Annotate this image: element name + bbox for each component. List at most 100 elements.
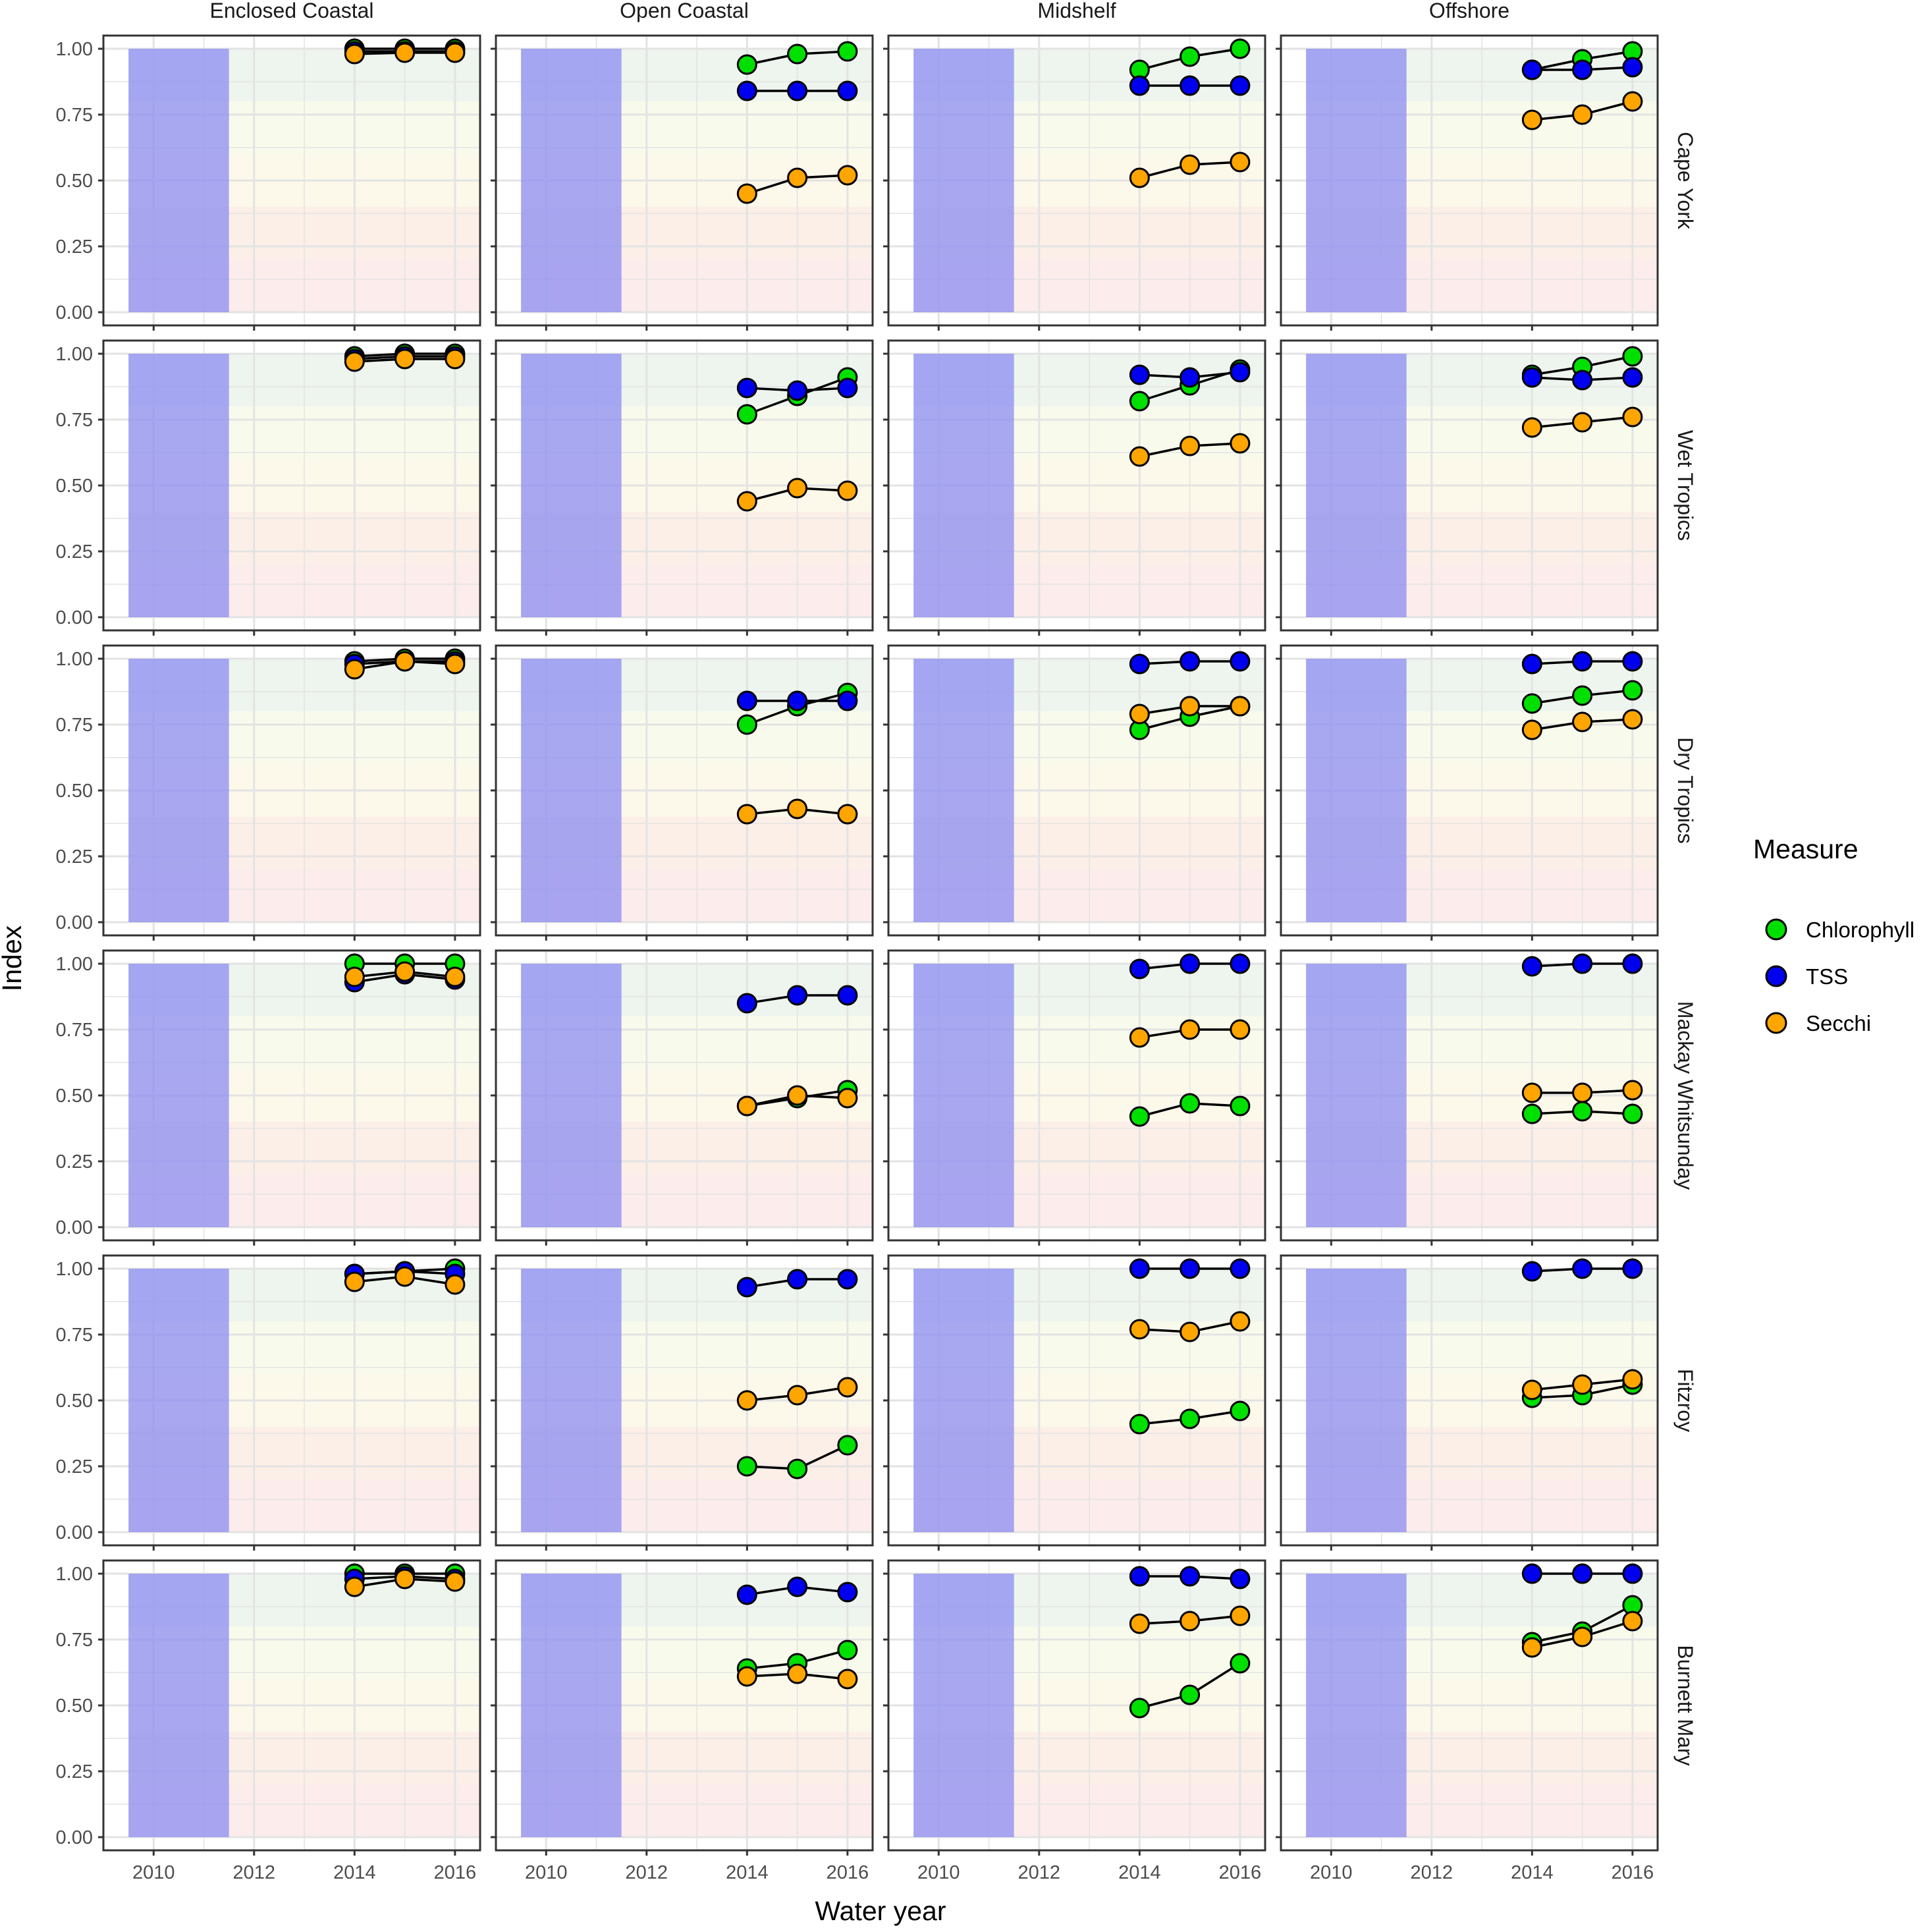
y-tick-label: 0.75	[56, 105, 93, 126]
baseline-period-band	[521, 49, 622, 312]
row-strip-fitzroy: Fitzroy	[1673, 1369, 1697, 1432]
y-tick-label: 0.50	[56, 1391, 93, 1412]
y-tick-label: 0.25	[56, 1761, 93, 1782]
data-point-tss	[1521, 956, 1542, 977]
x-tick-label: 2014	[726, 1862, 769, 1883]
column-strip-midshelf: Midshelf	[1037, 0, 1116, 22]
data-point-secchi	[394, 651, 416, 672]
baseline-period-band	[1306, 964, 1407, 1227]
data-point-chlorophyll	[1521, 1103, 1542, 1124]
data-point-secchi	[344, 43, 365, 65]
data-point-secchi	[787, 167, 808, 188]
panel-mackay-whitsunday-offshore	[1276, 949, 1659, 1246]
x-tick-label: 2014	[333, 1862, 376, 1883]
baseline-period-band	[1306, 49, 1407, 312]
y-tick-label: 0.75	[56, 1020, 93, 1041]
data-point-tss	[1521, 1261, 1542, 1282]
data-point-secchi	[1230, 696, 1251, 717]
data-point-tss	[1521, 59, 1542, 80]
panel-wet-tropics-open-coastal	[491, 339, 874, 636]
data-point-secchi	[1572, 1626, 1593, 1647]
data-point-tss	[1230, 362, 1251, 383]
data-point-chlorophyll	[1129, 1106, 1150, 1127]
data-point-chlorophyll	[1622, 1103, 1643, 1124]
x-tick-label: 2012	[626, 1862, 668, 1883]
data-point-chlorophyll	[1622, 680, 1643, 701]
x-tick-label: 2010	[525, 1862, 568, 1883]
y-tick-label: 0.50	[56, 1086, 93, 1107]
data-point-tss	[1129, 1258, 1150, 1279]
baseline-period-band	[913, 964, 1014, 1227]
panel-fitzroy-enclosed-coastal: 0.00 0.25 0.50 0.75 1.00	[56, 1254, 481, 1551]
row-strip-burnett-mary: Burnett Mary	[1673, 1645, 1697, 1765]
x-tick-label: 2012	[1411, 1862, 1453, 1883]
baseline-period-band	[913, 354, 1014, 617]
legend-key-tss	[1765, 965, 1787, 987]
baseline-period-band	[913, 49, 1014, 312]
data-point-secchi	[1180, 435, 1201, 456]
data-point-tss	[787, 690, 808, 711]
data-point-secchi	[1521, 109, 1542, 130]
panel-mackay-whitsunday-midshelf	[883, 949, 1266, 1246]
data-point-secchi	[837, 165, 858, 186]
column-strip-offshore: Offshore	[1429, 0, 1509, 22]
y-tick-label: 0.50	[56, 781, 93, 802]
data-point-tss	[736, 690, 757, 711]
data-point-secchi	[445, 348, 466, 370]
data-point-secchi	[787, 1085, 808, 1106]
panel-dry-tropics-enclosed-coastal: 0.00 0.25 0.50 0.75 1.00	[56, 644, 481, 941]
data-point-secchi	[1521, 1082, 1542, 1103]
legend-entry-tss: TSS	[1765, 964, 1848, 989]
x-tick-label: 2016	[1219, 1862, 1262, 1883]
y-tick-label: 1.00	[56, 1564, 93, 1585]
data-point-tss	[736, 993, 757, 1014]
data-point-tss	[787, 380, 808, 401]
data-point-tss	[1230, 651, 1251, 672]
data-point-secchi	[1180, 154, 1201, 175]
baseline-period-band	[128, 1574, 229, 1837]
y-tick-label: 0.75	[56, 1325, 93, 1346]
data-point-secchi	[445, 1274, 466, 1295]
data-point-tss	[1230, 75, 1251, 96]
data-point-tss	[1129, 75, 1150, 96]
data-point-secchi	[344, 1271, 365, 1292]
data-point-tss	[1180, 75, 1201, 96]
data-point-secchi	[1521, 719, 1542, 740]
legend-key-secchi	[1765, 1012, 1787, 1034]
data-point-secchi	[394, 348, 416, 370]
panel-fitzroy-offshore	[1276, 1254, 1659, 1551]
panel-mackay-whitsunday-enclosed-coastal: 0.00 0.25 0.50 0.75 1.00	[56, 949, 481, 1246]
data-point-tss	[1521, 1563, 1542, 1584]
data-point-secchi	[1572, 1374, 1593, 1395]
data-point-secchi	[1572, 104, 1593, 125]
data-point-chlorophyll	[1180, 46, 1201, 67]
data-point-tss	[1622, 1563, 1643, 1584]
data-point-secchi	[837, 804, 858, 825]
data-point-secchi	[394, 1568, 416, 1589]
data-point-secchi	[1521, 1379, 1542, 1400]
data-point-secchi	[445, 42, 466, 63]
baseline-period-band	[1306, 1574, 1407, 1837]
baseline-period-band	[913, 1269, 1014, 1532]
data-point-chlorophyll	[1230, 1095, 1251, 1117]
data-point-secchi	[344, 1576, 365, 1597]
baseline-period-band	[1306, 1269, 1407, 1532]
data-point-tss	[1180, 651, 1201, 672]
panel-cape-york-open-coastal	[491, 34, 874, 331]
baseline-period-band	[1306, 354, 1407, 617]
baseline-period-band	[913, 659, 1014, 922]
data-point-chlorophyll	[736, 54, 757, 75]
data-point-tss	[837, 1582, 858, 1603]
data-point-chlorophyll	[736, 714, 757, 735]
data-point-chlorophyll	[1129, 391, 1150, 412]
data-point-tss	[787, 1576, 808, 1597]
baseline-period-band	[128, 49, 229, 312]
baseline-period-band	[128, 1269, 229, 1532]
data-point-chlorophyll	[736, 404, 757, 425]
data-point-secchi	[1129, 1027, 1150, 1048]
x-tick-label: 2016	[434, 1862, 477, 1883]
data-point-tss	[1180, 1566, 1201, 1587]
panel-wet-tropics-midshelf	[883, 339, 1266, 636]
panel-fitzroy-open-coastal	[491, 1254, 874, 1551]
